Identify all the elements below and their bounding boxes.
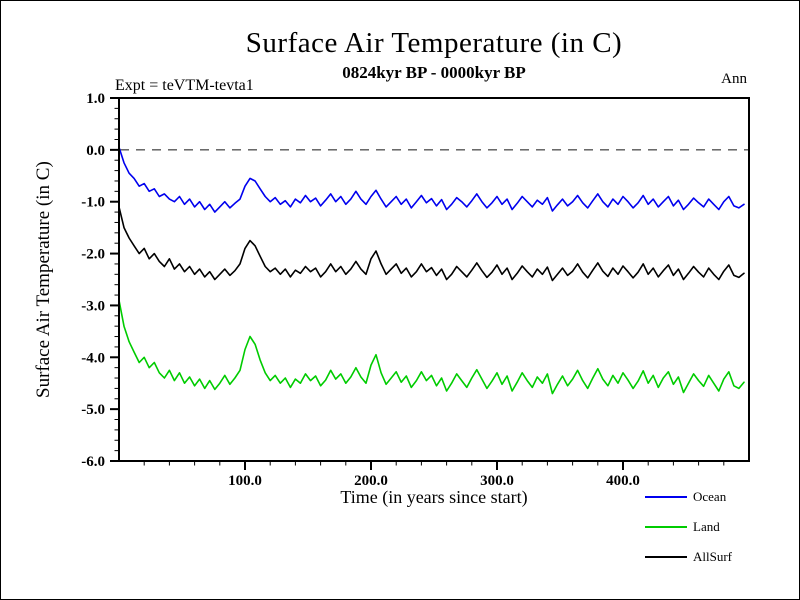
chart-title: Surface Air Temperature (in C)	[245, 27, 623, 59]
y-tick-label: 1.0	[86, 91, 105, 107]
experiment-label: Expt = teVTM-tevta1	[115, 77, 254, 94]
x-axis-title: Time (in years since start)	[340, 487, 528, 507]
y-tick-label: -2.0	[81, 247, 105, 263]
y-tick-label: -3.0	[81, 298, 105, 314]
legend-item-ocean: Ocean	[645, 482, 732, 512]
legend-item-land: Land	[645, 512, 732, 542]
legend-label: AllSurf	[693, 549, 732, 564]
y-tick-label: 0.0	[86, 143, 105, 159]
y-tick-label: -4.0	[81, 350, 105, 366]
legend-line-land	[645, 526, 687, 528]
legend-item-allsurf: AllSurf	[645, 542, 732, 572]
legend-label: Ocean	[693, 489, 727, 504]
series-line-land	[118, 299, 745, 395]
y-tick-label: -1.0	[81, 195, 105, 211]
y-tick-label: -6.0	[81, 454, 105, 470]
annotation-ann: Ann	[721, 71, 747, 87]
legend: Ocean Land AllSurf	[645, 482, 732, 572]
x-tick-label: 200.0	[354, 473, 388, 489]
series-line-allsurf	[118, 206, 745, 282]
legend-line-allsurf	[645, 556, 687, 558]
series-line-ocean	[118, 146, 745, 213]
chart-subtitle: 0824kyr BP - 0000kyr BP	[342, 63, 526, 82]
legend-line-ocean	[645, 496, 687, 498]
x-tick-label: 300.0	[480, 473, 514, 489]
y-tick-label: -5.0	[81, 402, 105, 418]
legend-label: Land	[693, 519, 720, 534]
x-tick-label: 400.0	[606, 473, 640, 489]
x-tick-label: 100.0	[228, 473, 262, 489]
plot-frame	[118, 97, 750, 462]
